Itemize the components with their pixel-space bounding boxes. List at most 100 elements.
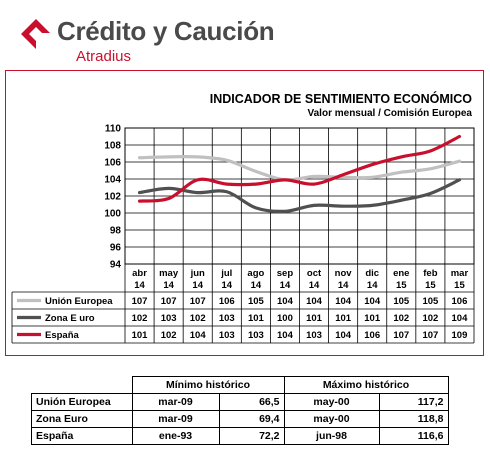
y-tick-label: 102 [104, 192, 121, 203]
table-row: Zona Euro mar-09 69,4 may-00 118,8 [31, 410, 449, 428]
header-blank [32, 377, 133, 394]
chart-subtitle: Valor mensual / Comisión Europea [307, 108, 473, 119]
max-date: may-00 [283, 393, 380, 411]
data-label: 101 [306, 313, 323, 324]
x-tick-label-year: 14 [338, 280, 349, 291]
max-header: Máximo histórico [283, 376, 449, 394]
x-tick-label: ene [393, 268, 409, 279]
data-label: 103 [248, 330, 264, 341]
data-label: 104 [306, 296, 323, 307]
legend-label: Zona E uro [45, 313, 95, 324]
series-line-2 [137, 134, 462, 203]
x-tick-label-year: 14 [163, 280, 174, 291]
data-label: 101 [248, 313, 265, 324]
table-row: España ene-93 72,2 jun-98 116,6 [31, 427, 449, 445]
data-label: 103 [161, 313, 177, 324]
legend-label: Unión Europea [45, 296, 113, 307]
data-label: 102 [190, 313, 206, 324]
y-tick-label: 106 [104, 158, 121, 169]
x-tick-label-year: 14 [134, 280, 145, 291]
series-line-0 [137, 155, 462, 182]
data-label: 107 [393, 330, 409, 341]
data-label: 102 [132, 313, 148, 324]
data-label: 101 [132, 330, 149, 341]
x-tick-label-year: 15 [425, 280, 436, 291]
data-label: 104 [190, 330, 207, 341]
row-name: España [31, 427, 133, 445]
data-label: 103 [306, 330, 322, 341]
data-label: 106 [219, 296, 235, 307]
data-label: 104 [452, 313, 469, 324]
historical-table: Mínimo histórico Máximo histórico Unión … [31, 376, 449, 445]
data-label: 105 [393, 296, 410, 307]
min-date: ene-93 [131, 427, 220, 445]
data-label: 103 [219, 313, 235, 324]
x-tick-label: may [159, 268, 179, 279]
x-tick-label-year: 14 [367, 280, 378, 291]
legend-label: España [45, 330, 80, 341]
historical-header-row: Mínimo histórico Máximo histórico [32, 376, 449, 394]
min-date: mar-09 [131, 410, 220, 428]
row-name: Unión Europea [31, 393, 133, 411]
x-tick-label-year: 14 [192, 280, 203, 291]
x-tick-label-year: 14 [251, 280, 262, 291]
min-value: 69,4 [218, 410, 285, 428]
max-value: 116,6 [378, 427, 449, 445]
x-tick-label: abr [132, 268, 147, 279]
x-tick-label: jun [190, 268, 205, 279]
series-line-1 [137, 178, 462, 214]
y-tick-label: 108 [104, 141, 121, 152]
chart-title: INDICADOR DE SENTIMIENTO ECONÓMICO [209, 92, 472, 106]
y-tick-label: 96 [110, 243, 122, 254]
x-tick-label: jul [220, 268, 232, 279]
data-label: 101 [364, 313, 381, 324]
brand-subname: Atradius [76, 48, 132, 65]
x-tick-label: oct [307, 268, 322, 279]
x-tick-label-year: 14 [309, 280, 320, 291]
table-row: Unión Europea mar-09 66,5 may-00 117,2 [31, 393, 449, 411]
x-tick-label: mar [451, 268, 469, 279]
data-label: 105 [422, 296, 439, 307]
x-tick-label-year: 15 [396, 280, 407, 291]
data-label: 102 [161, 330, 177, 341]
y-tick-label: 110 [105, 124, 122, 135]
data-label: 107 [190, 296, 206, 307]
max-value: 118,8 [378, 410, 449, 428]
data-label: 101 [335, 313, 352, 324]
min-date: mar-09 [131, 393, 220, 411]
data-label: 104 [335, 296, 352, 307]
y-tick-label: 94 [110, 260, 122, 271]
data-label: 104 [277, 330, 294, 341]
max-value: 117,2 [378, 393, 449, 411]
data-label: 107 [422, 330, 438, 341]
x-tick-label: feb [423, 268, 437, 279]
data-label: 106 [364, 330, 380, 341]
max-date: may-00 [283, 410, 380, 428]
data-label: 103 [219, 330, 235, 341]
data-label: 106 [452, 296, 468, 307]
x-tick-label-year: 14 [280, 280, 291, 291]
x-tick-label: nov [335, 268, 353, 279]
row-name: Zona Euro [31, 410, 133, 428]
data-label: 107 [161, 296, 177, 307]
sentiment-chart: 949698100102104106108110abr14may14jun14j… [11, 124, 475, 344]
min-header: Mínimo histórico [131, 376, 285, 394]
min-value: 66,5 [218, 393, 285, 411]
y-tick-label: 100 [104, 209, 121, 220]
data-label: 102 [393, 313, 409, 324]
x-tick-label: sep [277, 268, 294, 279]
x-tick-label-year: 14 [222, 280, 233, 291]
x-tick-label-year: 15 [454, 280, 465, 291]
data-label: 109 [452, 330, 468, 341]
atradius-logo-icon [21, 19, 52, 50]
y-tick-label: 98 [110, 226, 122, 237]
data-label: 100 [277, 313, 293, 324]
data-label: 104 [364, 296, 381, 307]
data-label: 105 [248, 296, 265, 307]
x-tick-label: ago [247, 268, 264, 279]
min-value: 72,2 [218, 427, 285, 445]
data-label: 104 [277, 296, 294, 307]
chart-frame [5, 70, 484, 356]
data-label: 102 [422, 313, 438, 324]
x-tick-label: dic [365, 268, 379, 279]
